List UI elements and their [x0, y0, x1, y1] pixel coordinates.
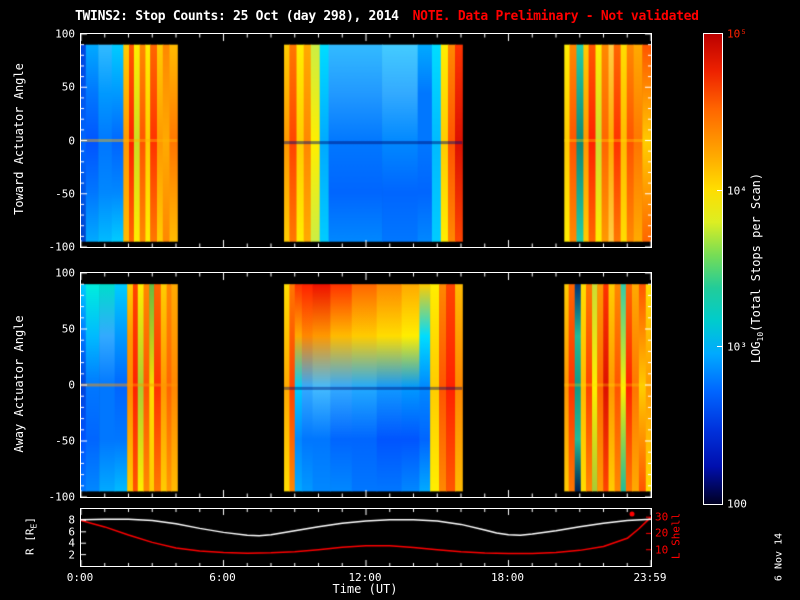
tick-label: 100 [55, 27, 75, 41]
away-spectrogram-canvas [81, 273, 651, 497]
time-axis-label: Time (UT) [332, 582, 398, 596]
tick-label: 6:00 [209, 571, 236, 584]
tick-label: 23:59 [633, 571, 667, 584]
toward-spectrogram-canvas [81, 34, 651, 247]
tick-label: 10 [655, 543, 669, 557]
tick-label: 12:00 [348, 571, 382, 584]
colorbar-axis-label: LOG10(Total Stops per Scan) [749, 173, 765, 363]
r-axis-label-post: ] [23, 517, 37, 524]
colorbar-label-post: (Total Stops per Scan) [748, 172, 763, 332]
tick-label: 30 [655, 510, 669, 524]
tick-label: 2 [68, 548, 75, 562]
colorbar [703, 33, 723, 505]
toward-panel [80, 33, 652, 248]
tick-label: 10³ [727, 340, 747, 354]
tick-label: -50 [55, 187, 75, 201]
tick-label: 8 [68, 513, 75, 527]
r-axis-label-pre: R [R [23, 528, 37, 555]
orbit-line-plot-canvas [81, 509, 651, 566]
colorbar-tickmark [717, 346, 722, 348]
tick-label: 4 [68, 536, 75, 550]
l-shell-axis-label: L Shell [669, 512, 683, 560]
tick-label: 10⁴ [727, 184, 747, 198]
plot-title-row: TWINS2: Stop Counts: 25 Oct (day 298), 2… [75, 9, 699, 24]
tick-label: 50 [61, 322, 75, 336]
colorbar-label-pre: LOG [748, 341, 763, 364]
tick-label: -50 [55, 434, 75, 448]
preliminary-note: NOTE. Data Preliminary - Not validated [412, 9, 699, 24]
plot-title: TWINS2: Stop Counts: 25 Oct (day 298), 2… [75, 9, 399, 24]
tick-label: 6 [68, 525, 75, 539]
date-stamp: 6 Nov 14 [773, 532, 785, 582]
tick-label: 100 [55, 266, 75, 280]
colorbar-label-sub: 10 [756, 331, 766, 342]
tick-label: 20 [655, 526, 669, 540]
colorbar-tickmark [717, 189, 722, 191]
tick-label: 50 [61, 80, 75, 94]
tick-label: 18:00 [490, 571, 525, 584]
orbit-panel [80, 508, 652, 567]
tick-label: 0 [68, 378, 75, 392]
away-axis-label: Away Actuator Angle [12, 315, 26, 453]
away-panel [80, 272, 652, 498]
tick-label: -100 [48, 240, 76, 254]
toward-axis-label: Toward Actuator Angle [12, 63, 26, 215]
r-axis-label: R [RE] [23, 517, 38, 555]
tick-label: 100 [727, 497, 747, 511]
tick-label: 10⁵ [727, 27, 747, 41]
tick-label: 0 [68, 134, 75, 147]
tick-label: 0:00 [66, 571, 94, 584]
tick-label: -100 [48, 490, 76, 504]
r-axis-label-sub: E [29, 523, 39, 529]
